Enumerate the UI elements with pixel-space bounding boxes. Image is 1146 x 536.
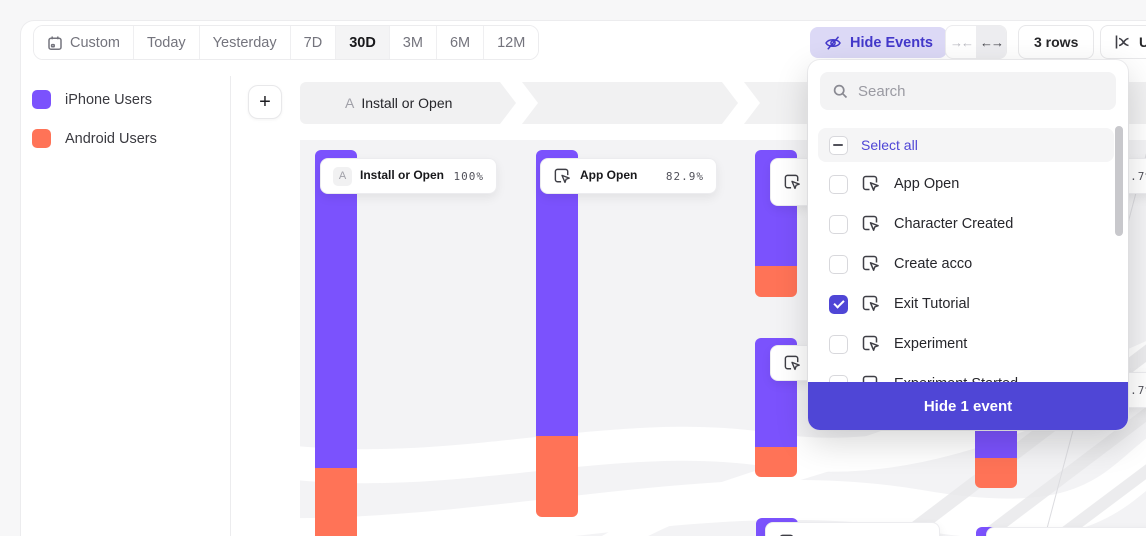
android-color-swatch (32, 129, 51, 148)
calendar-icon (47, 35, 63, 51)
conversion-percent: 100% (453, 169, 484, 183)
event-option-create-acco[interactable]: Create acco (818, 244, 1114, 284)
event-click-icon (783, 354, 802, 373)
step-card-install-or-open[interactable]: A Install or Open 100% (320, 158, 497, 194)
chart-type-button[interactable]: U (1100, 25, 1146, 59)
event-click-icon (861, 294, 881, 314)
event-click-icon (783, 173, 802, 192)
event-option-experiment[interactable]: Experiment (818, 324, 1114, 364)
date-range-3m[interactable]: 3M (389, 26, 437, 59)
hide-events-dropdown: Select all App Open Character Created (808, 60, 1128, 430)
date-range-6m[interactable]: 6M (436, 26, 485, 59)
date-range-label: Custom (70, 34, 120, 51)
checkbox-unchecked-icon[interactable] (829, 254, 848, 274)
android-segment (315, 468, 357, 536)
checkbox-unchecked-icon[interactable] (829, 334, 848, 354)
date-range-30d-selected[interactable]: 30D (336, 26, 390, 59)
date-range-7d[interactable]: 7D (290, 26, 337, 59)
series-legend: iPhone Users Android Users (32, 90, 157, 168)
search-box[interactable] (820, 72, 1116, 110)
conversion-percent: 9.7% (1122, 169, 1146, 183)
date-range-control: Custom Today Yesterday 7D 30D 3M 6M 12M (33, 25, 540, 60)
event-click-icon (778, 533, 797, 536)
checkbox-unchecked-icon[interactable] (829, 214, 848, 234)
step-card-bottom-row-1[interactable] (765, 522, 940, 536)
event-click-icon (861, 334, 881, 354)
breadcrumb-step-2[interactable] (522, 82, 738, 124)
funnel-bar-step2[interactable] (536, 150, 578, 517)
event-option-app-open[interactable]: App Open (818, 164, 1114, 204)
iphone-color-swatch (32, 90, 51, 109)
search-input[interactable] (858, 82, 1104, 100)
checkbox-checked-icon[interactable] (829, 294, 848, 314)
conversion-percent: 6.7% (1122, 383, 1146, 397)
hide-event-confirm-button[interactable]: Hide 1 event (808, 382, 1128, 430)
legend-item-iphone[interactable]: iPhone Users (32, 90, 157, 109)
date-range-today[interactable]: Today (133, 26, 200, 59)
event-option-exit-tutorial[interactable]: Exit Tutorial (818, 284, 1114, 324)
date-range-12m[interactable]: 12M (484, 26, 539, 59)
event-click-icon (861, 214, 881, 234)
iphone-segment (315, 150, 357, 468)
date-range-custom[interactable]: Custom (34, 26, 134, 59)
hide-events-button[interactable]: Hide Events (810, 27, 947, 58)
event-click-icon (553, 167, 572, 186)
android-segment (975, 458, 1017, 488)
date-range-yesterday[interactable]: Yesterday (199, 26, 291, 59)
event-option-character-created[interactable]: Character Created (818, 204, 1114, 244)
arrows-outward-icon: ←→ (980, 34, 1004, 50)
column-width-control: →← ←→ (945, 25, 1007, 59)
step-card-app-open[interactable]: App Open 82.9% (540, 158, 717, 194)
eye-off-icon (824, 34, 842, 52)
android-segment (536, 436, 578, 517)
checkbox-indeterminate-icon[interactable] (829, 135, 848, 155)
add-step-button[interactable]: + (248, 85, 282, 119)
chart-icon (1113, 33, 1131, 51)
android-segment (755, 266, 797, 297)
arrows-inward-icon: →← (950, 34, 974, 50)
conversion-percent: 82.9% (665, 169, 704, 183)
event-type-a-icon: A (333, 166, 352, 186)
checkbox-unchecked-icon[interactable] (829, 174, 848, 194)
step-card-bottom-row-2[interactable] (986, 527, 1146, 536)
rows-button[interactable]: 3 rows (1018, 25, 1095, 59)
breadcrumb-step-1[interactable]: A Install or Open (300, 82, 516, 124)
collapse-columns-button[interactable]: →← (946, 26, 976, 58)
select-all-row[interactable]: Select all (818, 128, 1114, 162)
event-click-icon (861, 174, 881, 194)
event-click-icon (861, 254, 881, 274)
vertical-divider (230, 76, 231, 536)
legend-item-android[interactable]: Android Users (32, 129, 157, 148)
expand-columns-button[interactable]: ←→ (976, 26, 1006, 58)
dropdown-scrollbar[interactable] (1115, 126, 1123, 236)
android-segment (755, 447, 797, 477)
search-icon (832, 83, 849, 100)
iphone-segment (536, 150, 578, 436)
funnel-bar-step1[interactable] (315, 150, 357, 536)
